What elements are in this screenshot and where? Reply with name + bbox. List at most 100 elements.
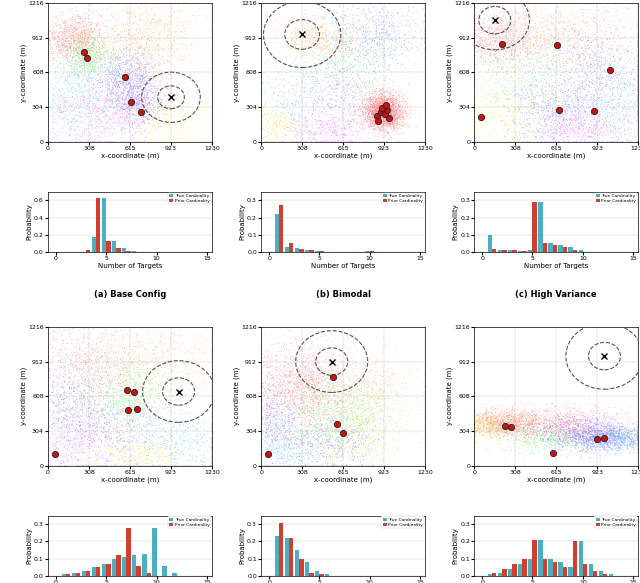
Point [339, 137, 349, 146]
Point [73, 11, 83, 20]
Point [304, 51, 314, 61]
Point [384, 89, 394, 98]
Point [335, 45, 345, 55]
Point [373, 121, 383, 131]
Point [572, 49, 582, 58]
Point [126, 419, 136, 429]
Point [280, 343, 290, 353]
Point [469, 410, 479, 420]
Point [123, 387, 133, 396]
Point [378, 54, 388, 64]
Point [520, 133, 531, 142]
Point [369, 3, 379, 12]
Point [534, 48, 544, 57]
Point [76, 446, 86, 455]
Point [365, 120, 376, 129]
Point [330, 442, 340, 452]
Point [273, 387, 283, 396]
Point [365, 99, 375, 108]
Point [317, 374, 327, 383]
Point [344, 384, 355, 393]
Point [573, 124, 584, 133]
Point [86, 413, 96, 423]
Point [50, 114, 60, 123]
Point [588, 442, 598, 451]
Point [570, 58, 580, 68]
Point [114, 80, 124, 90]
Point [65, 329, 76, 339]
Point [616, 72, 627, 81]
Point [387, 10, 397, 20]
Point [95, 412, 105, 421]
Point [105, 456, 115, 466]
Point [493, 410, 504, 420]
Point [393, 115, 403, 124]
Point [272, 431, 282, 441]
Point [50, 449, 60, 459]
Point [588, 102, 598, 111]
Point [145, 377, 155, 387]
Point [47, 52, 58, 62]
Point [132, 410, 142, 420]
Point [615, 17, 625, 26]
Point [311, 406, 321, 415]
Point [380, 99, 390, 108]
Point [342, 414, 353, 423]
Point [154, 353, 164, 363]
Point [135, 66, 145, 75]
Point [369, 398, 379, 407]
Point [85, 59, 95, 69]
Point [312, 430, 323, 439]
Point [593, 426, 603, 435]
Point [258, 104, 268, 114]
Point [535, 103, 545, 112]
Point [358, 6, 369, 15]
Point [469, 12, 479, 21]
Point [300, 127, 310, 136]
Point [302, 406, 312, 415]
Point [256, 384, 266, 393]
Point [512, 128, 522, 137]
Point [267, 400, 277, 409]
Point [390, 122, 400, 132]
Point [207, 422, 217, 431]
Point [531, 79, 541, 89]
Point [492, 41, 502, 50]
Point [49, 26, 60, 36]
Point [264, 111, 275, 120]
Point [191, 424, 201, 434]
Point [554, 35, 564, 44]
Point [91, 356, 101, 366]
Point [268, 416, 278, 425]
Point [298, 433, 308, 442]
Point [316, 82, 326, 92]
Point [120, 83, 131, 92]
Point [118, 361, 128, 370]
Point [573, 430, 584, 439]
Point [68, 384, 79, 393]
Point [388, 99, 399, 108]
Point [369, 60, 380, 69]
Point [471, 26, 481, 36]
Point [595, 55, 605, 65]
Point [186, 452, 196, 461]
Point [108, 357, 118, 367]
Point [339, 434, 349, 444]
Point [88, 40, 98, 50]
Point [344, 43, 355, 52]
Point [268, 412, 278, 422]
Point [556, 437, 566, 446]
Point [518, 427, 529, 436]
Point [525, 84, 536, 93]
Point [294, 120, 305, 129]
Point [490, 50, 500, 59]
Point [333, 83, 344, 93]
Point [103, 66, 113, 76]
Point [326, 395, 336, 404]
Point [316, 390, 326, 399]
Point [540, 82, 550, 92]
Point [277, 76, 287, 85]
Point [587, 111, 597, 121]
Point [479, 428, 490, 437]
Point [336, 36, 346, 45]
